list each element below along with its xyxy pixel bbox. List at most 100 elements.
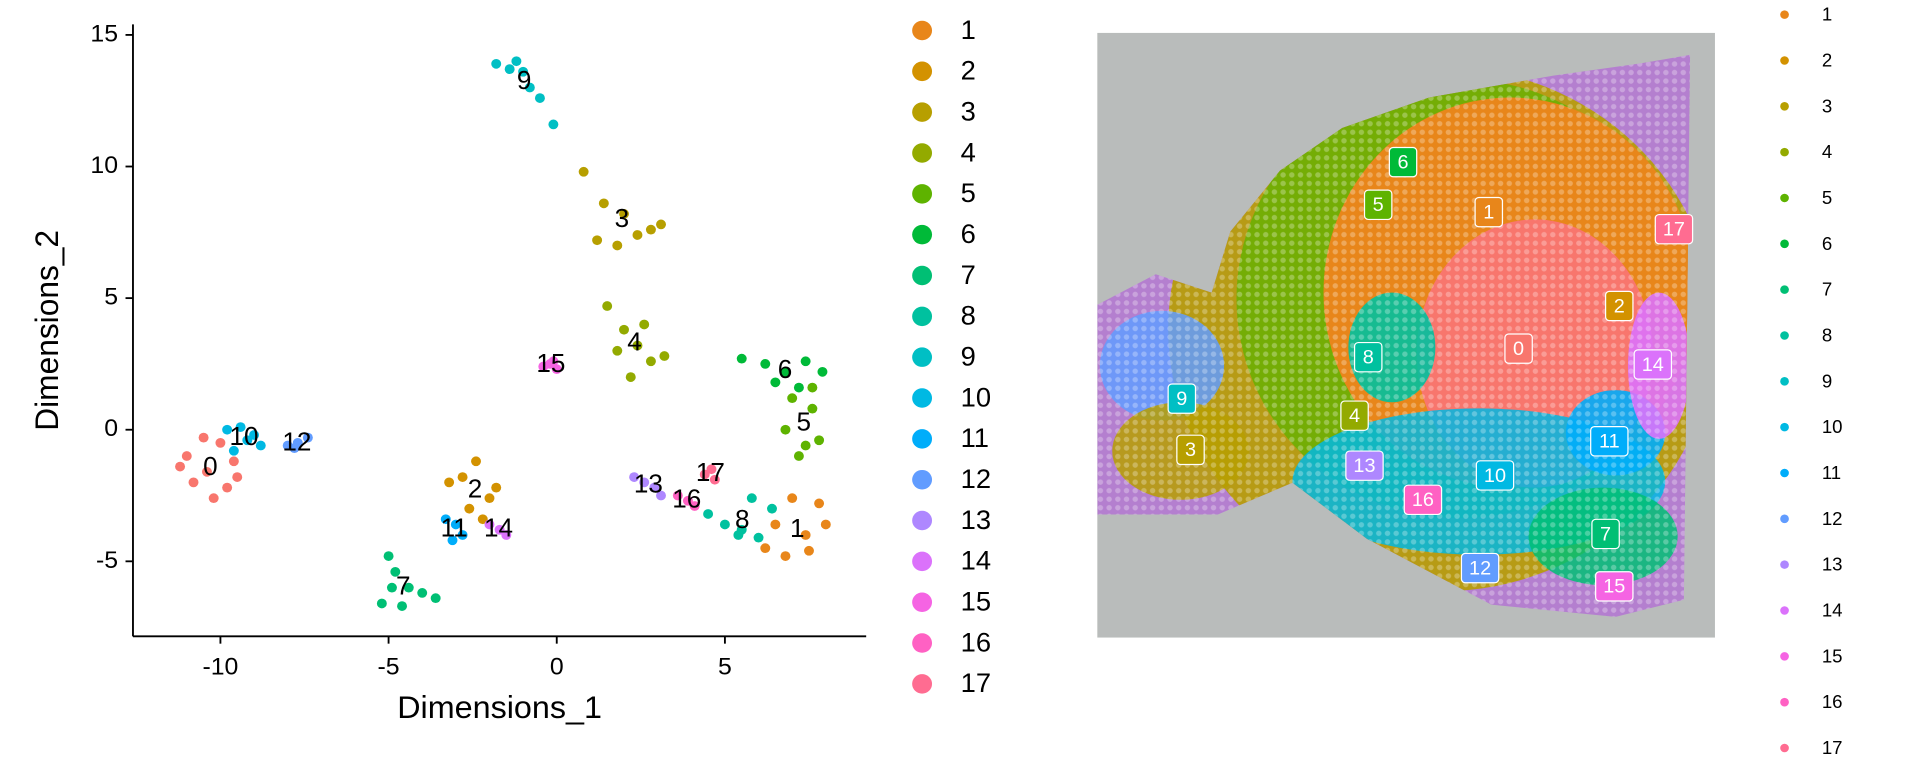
legend-label: 11 xyxy=(961,422,989,453)
legend-label: 4 xyxy=(961,137,976,168)
point xyxy=(612,240,623,251)
point xyxy=(201,466,212,477)
point xyxy=(548,119,559,130)
cluster-label: 2 xyxy=(468,476,483,504)
cluster-tag: 12 xyxy=(1460,552,1500,584)
cluster-tag-box xyxy=(1590,426,1629,457)
point xyxy=(181,451,192,461)
cluster-points xyxy=(578,166,666,251)
cluster-tag-label: 14 xyxy=(1642,354,1664,376)
point xyxy=(814,498,825,509)
cluster-label: 16 xyxy=(672,486,701,514)
point xyxy=(440,514,451,525)
legend-key xyxy=(1780,560,1789,569)
legend-key xyxy=(912,20,933,41)
legend-label: 14 xyxy=(961,545,991,576)
cluster-tag-label: 10 xyxy=(1484,465,1506,487)
point xyxy=(800,530,811,540)
cluster-tag: 16 xyxy=(1403,484,1443,516)
point xyxy=(820,519,831,530)
x-tick-label: 0 xyxy=(550,654,564,681)
point xyxy=(659,351,670,361)
point xyxy=(175,461,186,472)
point xyxy=(376,598,387,609)
point xyxy=(289,443,300,454)
cluster-tag-box xyxy=(1388,146,1418,178)
point xyxy=(719,519,730,530)
legend-label: 17 xyxy=(1822,737,1843,758)
legend-key xyxy=(912,592,933,612)
point xyxy=(672,490,683,501)
legend-key xyxy=(912,510,933,531)
cluster-tag-box xyxy=(1167,383,1197,414)
legend-key xyxy=(1780,743,1789,753)
point xyxy=(477,514,488,525)
point xyxy=(632,230,643,240)
point xyxy=(612,345,623,356)
cluster-tag: 11 xyxy=(1590,426,1629,457)
cluster-points xyxy=(672,490,700,511)
cluster-tag-label: 8 xyxy=(1363,347,1374,369)
cluster-tag: 2 xyxy=(1604,290,1634,322)
cluster-points xyxy=(629,472,666,501)
cluster-tag-label: 12 xyxy=(1469,558,1491,580)
legend-key xyxy=(912,102,933,122)
cluster-tag-label: 15 xyxy=(1603,576,1625,598)
x-tick-label: -5 xyxy=(378,654,400,681)
y-tick-label: 10 xyxy=(90,152,118,179)
cluster-tag-label: 0 xyxy=(1513,338,1524,360)
point xyxy=(215,438,226,448)
cluster-label: 6 xyxy=(778,356,793,384)
legend-label: 6 xyxy=(961,218,976,249)
point xyxy=(804,545,814,556)
cluster-points xyxy=(175,432,243,504)
cluster-label: 5 xyxy=(796,409,811,437)
cluster-tag-label: 3 xyxy=(1185,439,1196,461)
cluster-tag-box xyxy=(1403,484,1443,516)
x-axis-title: Dimensions_1 xyxy=(397,689,602,725)
point xyxy=(534,93,545,103)
cluster-label: 9 xyxy=(517,67,532,95)
legend-key xyxy=(912,388,933,408)
cluster-points xyxy=(760,493,831,561)
legend-key xyxy=(1780,10,1789,19)
legend-key xyxy=(1780,239,1789,249)
cluster-label: 12 xyxy=(282,429,311,457)
legend-label: 5 xyxy=(961,177,976,208)
point xyxy=(397,601,408,611)
legend-key xyxy=(1780,514,1789,524)
cluster-points xyxy=(444,456,502,525)
point xyxy=(639,477,650,488)
cluster-points xyxy=(780,382,825,461)
point xyxy=(417,588,428,598)
point xyxy=(447,535,458,546)
legend-label: 15 xyxy=(961,586,991,617)
point xyxy=(450,519,461,530)
tissue-image xyxy=(1097,32,1715,638)
cluster-tag: 10 xyxy=(1475,460,1515,491)
legend-key xyxy=(912,184,933,204)
point xyxy=(504,64,515,75)
y-tick-label: 5 xyxy=(104,284,118,311)
y-tick-label: -5 xyxy=(96,547,118,574)
cluster-tag-box xyxy=(1345,450,1384,481)
point xyxy=(501,530,512,540)
legend-key xyxy=(1780,285,1789,294)
legend-key xyxy=(1780,193,1789,203)
legend-key xyxy=(1780,56,1789,65)
point xyxy=(746,493,757,504)
legend-label: 9 xyxy=(1822,371,1832,392)
point xyxy=(793,382,804,393)
point xyxy=(484,493,495,504)
legend-key xyxy=(912,674,933,694)
point xyxy=(491,58,502,69)
legend-label: 8 xyxy=(1822,325,1832,346)
point xyxy=(491,482,502,493)
legend-label: 13 xyxy=(961,504,991,535)
point xyxy=(228,445,239,456)
legend-key xyxy=(1780,377,1789,386)
cluster-tag: 8 xyxy=(1353,341,1383,373)
point xyxy=(770,519,781,530)
